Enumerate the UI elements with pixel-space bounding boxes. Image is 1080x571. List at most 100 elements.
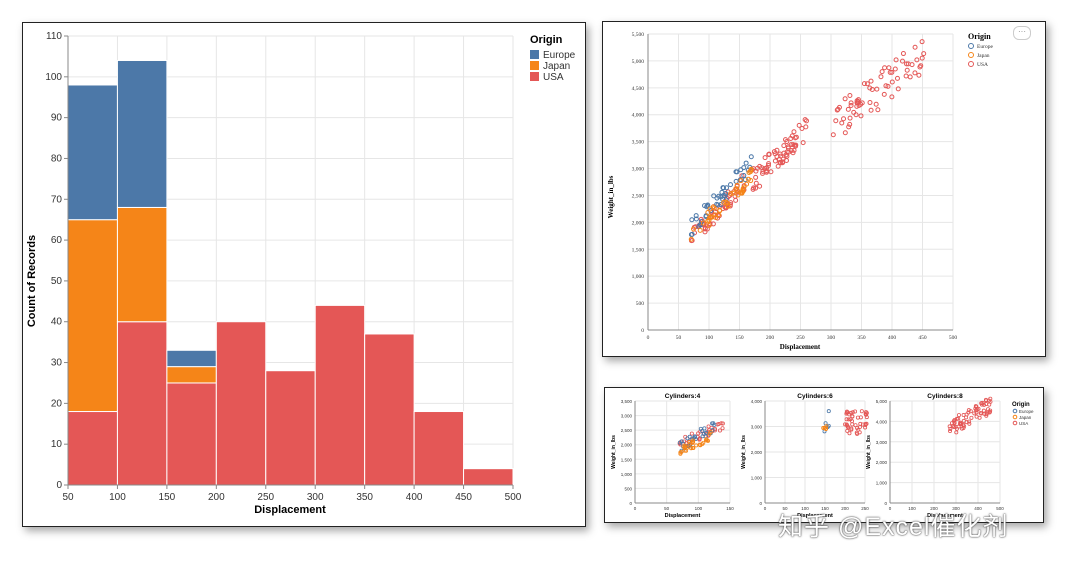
point-usa	[833, 118, 839, 124]
point-usa	[982, 402, 987, 407]
y-axis-label: Weight_in_lbs	[611, 435, 617, 469]
x-tick-label: 400	[974, 506, 982, 511]
point-europe	[685, 436, 690, 441]
point-usa	[914, 57, 920, 63]
y-tick-label: 1,000	[876, 481, 888, 486]
point-usa	[907, 74, 913, 80]
point-usa	[947, 424, 952, 429]
point-japan	[746, 169, 752, 175]
point-japan	[741, 184, 747, 190]
point-usa	[979, 411, 984, 416]
legend-title: Origin	[968, 32, 991, 41]
point-usa	[921, 51, 927, 57]
point-usa	[844, 417, 849, 422]
point-usa	[873, 101, 879, 107]
watermark-text: 知乎 @Excel催化剂	[778, 513, 1009, 541]
point-usa	[793, 134, 799, 140]
point-usa	[765, 162, 771, 168]
point-usa	[851, 109, 857, 115]
point-usa	[796, 122, 802, 128]
point-japan	[681, 444, 686, 449]
bar-usa	[67, 411, 118, 486]
point-europe	[689, 217, 695, 223]
point-europe	[703, 430, 708, 435]
x-tick-label: 0	[889, 506, 892, 511]
point-usa	[983, 397, 988, 402]
point-usa	[720, 426, 725, 431]
x-tick-label: 150	[735, 335, 744, 341]
bar-usa	[314, 304, 366, 486]
facet-title: Cylinders:6	[797, 393, 833, 400]
point-usa	[850, 414, 855, 419]
point-japan	[707, 431, 712, 436]
point-usa	[845, 106, 851, 112]
point-usa	[864, 81, 870, 87]
x-tick-label: 50	[782, 506, 788, 511]
point-usa	[900, 51, 906, 57]
point-usa	[961, 418, 966, 423]
point-japan	[700, 442, 705, 447]
y-axis-label: Count of Records	[26, 235, 38, 327]
point-usa	[766, 152, 772, 158]
point-japan	[690, 438, 695, 443]
point-usa	[858, 101, 864, 107]
point-usa	[878, 74, 884, 80]
point-usa	[844, 422, 849, 427]
point-usa	[967, 419, 972, 424]
point-usa	[841, 116, 847, 122]
point-usa	[874, 86, 880, 92]
bar-usa	[166, 382, 217, 486]
x-tick-label: 350	[857, 335, 866, 341]
point-japan	[689, 446, 694, 451]
point-usa	[956, 416, 961, 421]
point-usa	[802, 117, 808, 123]
y-tick-label: 10	[51, 439, 63, 450]
point-usa	[855, 415, 860, 420]
x-tick-label: 400	[406, 492, 423, 503]
point-usa	[988, 396, 993, 401]
point-usa	[791, 147, 797, 153]
bar-japan	[166, 366, 217, 384]
point-japan	[705, 209, 711, 215]
facet-title: Cylinders:8	[927, 393, 963, 400]
y-tick-label: 20	[51, 398, 63, 409]
x-tick-label: 200	[930, 506, 938, 511]
point-usa	[974, 410, 979, 415]
x-tick-label: 100	[109, 492, 126, 503]
legend-swatch-japan	[530, 61, 539, 70]
x-tick-label: 150	[726, 506, 734, 511]
point-usa	[842, 130, 848, 136]
point-japan	[717, 207, 723, 213]
point-usa	[753, 185, 759, 191]
point-europe	[693, 213, 699, 219]
y-tick-label: 2,500	[621, 428, 633, 433]
point-usa	[843, 422, 848, 427]
x-tick-label: 450	[455, 492, 472, 503]
legend-swatch-usa	[530, 72, 539, 81]
y-tick-label: 3,500	[632, 140, 645, 146]
point-usa	[768, 169, 774, 175]
point-usa	[784, 153, 790, 159]
point-usa	[904, 67, 910, 73]
bar-europe	[116, 59, 168, 208]
point-usa	[909, 62, 915, 68]
point-usa	[775, 163, 781, 169]
point-usa	[791, 142, 797, 148]
actions-menu-button[interactable]: ···	[1013, 26, 1031, 40]
y-tick-label: 1,000	[632, 274, 645, 280]
point-usa	[750, 186, 756, 192]
point-europe	[826, 409, 831, 414]
point-usa	[867, 100, 873, 106]
point-usa	[753, 180, 759, 186]
point-usa	[846, 124, 852, 130]
point-usa	[916, 72, 922, 78]
point-usa	[778, 160, 784, 166]
point-europe	[705, 202, 711, 208]
point-usa	[954, 430, 959, 435]
y-tick-label: 2,000	[621, 443, 633, 448]
faceted-scatter-panel: 0 500 1,000 1,500 2,000 2,500 3,000 3,500 0 50 100…	[604, 387, 1044, 523]
point-japan	[744, 181, 750, 187]
point-europe	[743, 160, 749, 166]
point-usa	[696, 431, 701, 436]
point-usa	[766, 161, 772, 167]
